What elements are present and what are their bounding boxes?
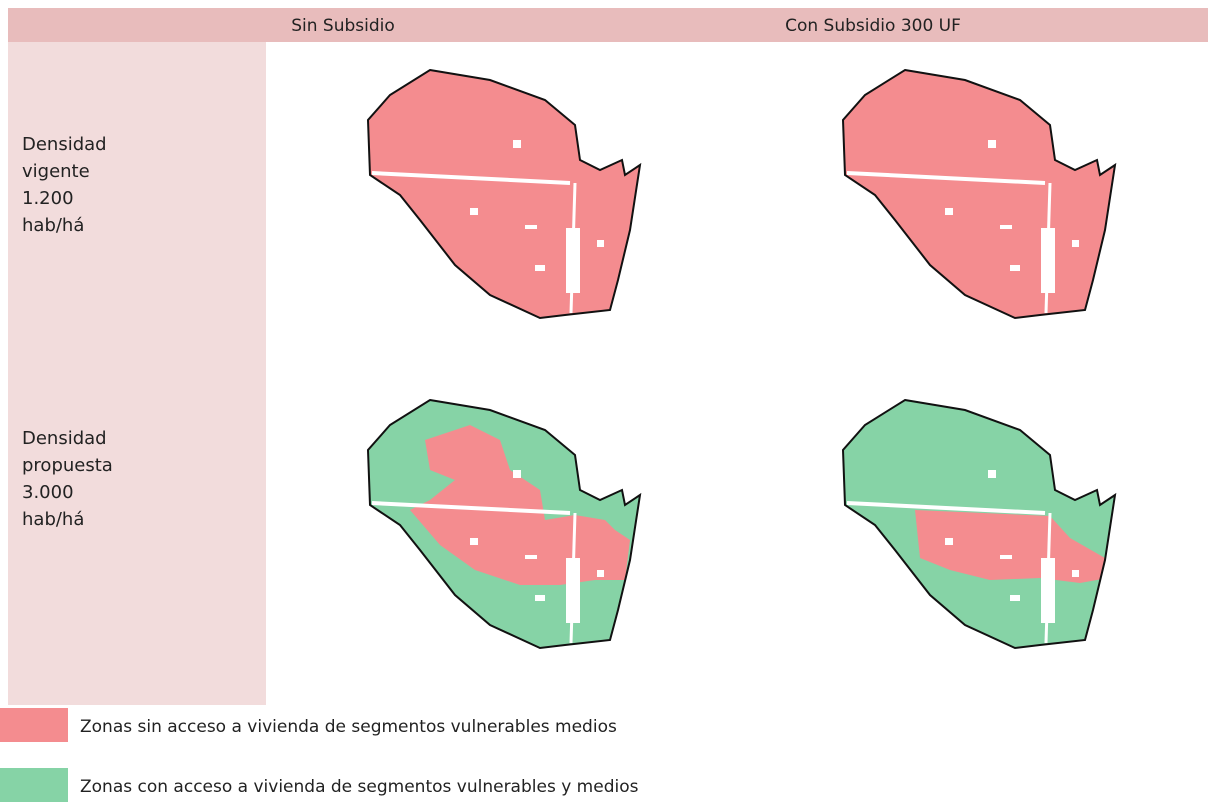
row-label-line: 3.000 — [22, 482, 74, 503]
row-label-line: Densidad — [22, 428, 107, 449]
legend: Zonas sin acceso a vivienda de segmentos… — [0, 708, 639, 802]
row-label: Densidad propuesta 3.000 hab/há — [22, 428, 113, 530]
row-label-line: propuesta — [22, 455, 113, 476]
legend-label: Zonas con acceso a vivienda de segmentos… — [80, 777, 639, 797]
legend-swatch — [0, 708, 68, 742]
row-label-line: vigente — [22, 161, 90, 182]
map — [367, 399, 641, 649]
column-header: Sin Subsidio — [291, 16, 395, 36]
row-label-column — [8, 42, 266, 705]
legend-label: Zonas sin acceso a vivienda de segmentos… — [80, 717, 617, 737]
legend-swatch — [0, 768, 68, 802]
map — [842, 399, 1116, 649]
map — [367, 69, 641, 319]
row-label: Densidad vigente 1.200 hab/há — [22, 134, 107, 236]
row-label-line: Densidad — [22, 134, 107, 155]
map — [842, 69, 1116, 319]
header-band — [8, 8, 1208, 42]
row-label-line: hab/há — [22, 215, 84, 236]
column-header: Con Subsidio 300 UF — [785, 16, 961, 36]
row-label-line: hab/há — [22, 509, 84, 530]
row-label-line: 1.200 — [22, 188, 74, 209]
